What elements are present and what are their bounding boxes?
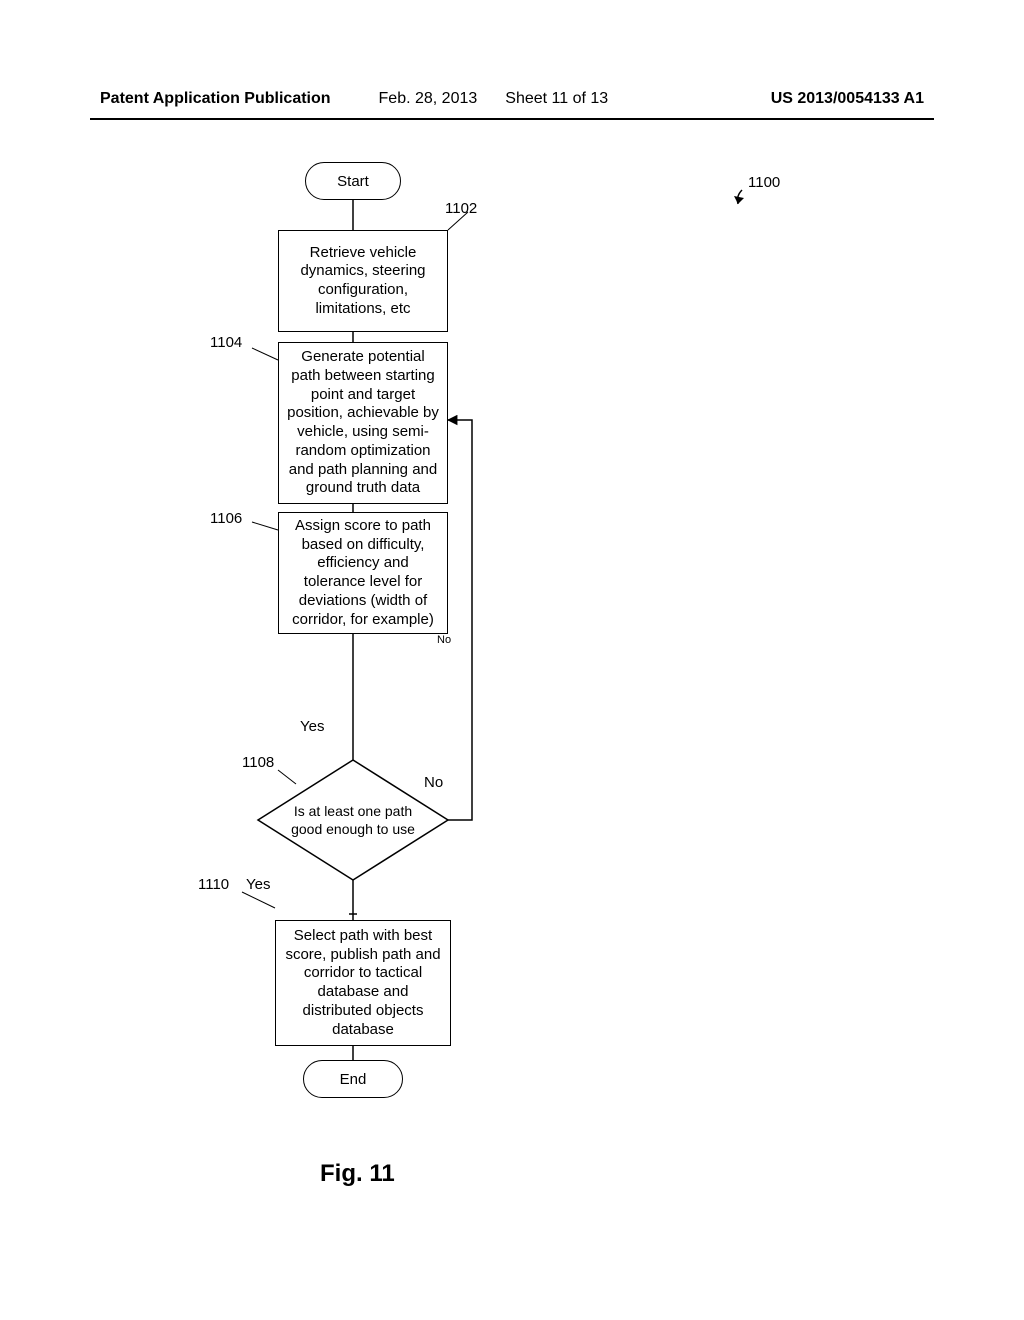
node-end: End bbox=[303, 1060, 403, 1098]
flowchart-canvas: Is at least one path good enough to use … bbox=[0, 0, 1024, 1320]
node-1104-text: Generate potential path between starting… bbox=[285, 348, 441, 498]
label-no-upper: No bbox=[437, 634, 451, 646]
node-1106: Assign score to path based on difficulty… bbox=[278, 512, 448, 634]
ref-1104: 1104 bbox=[210, 334, 242, 351]
node-1106-text: Assign score to path based on difficulty… bbox=[285, 517, 441, 630]
ref-1102: 1102 bbox=[445, 200, 477, 217]
figure-caption: Fig. 11 bbox=[320, 1160, 395, 1188]
node-1110-text: Select path with best score, publish pat… bbox=[282, 927, 444, 1040]
node-start-text: Start bbox=[337, 173, 369, 190]
label-no-right: No bbox=[424, 774, 443, 791]
node-1104: Generate potential path between starting… bbox=[278, 342, 448, 504]
node-start: Start bbox=[305, 162, 401, 200]
decision-text-line1: Is at least one path bbox=[294, 803, 412, 819]
ref-1106: 1106 bbox=[210, 510, 242, 527]
decision-text-line2: good enough to use bbox=[291, 821, 415, 837]
label-yes-upper: Yes bbox=[300, 718, 324, 735]
node-1102-text: Retrieve vehicle dynamics, steering conf… bbox=[285, 244, 441, 319]
flowchart-svg: Is at least one path good enough to use bbox=[0, 0, 1024, 1320]
ref-1100: 1100 bbox=[748, 174, 780, 191]
node-1102: Retrieve vehicle dynamics, steering conf… bbox=[278, 230, 448, 332]
node-end-text: End bbox=[340, 1071, 367, 1088]
node-1110: Select path with best score, publish pat… bbox=[275, 920, 451, 1046]
label-yes-lower: Yes bbox=[246, 876, 270, 893]
ref-1110: 1110 bbox=[198, 876, 229, 893]
ref-1108: 1108 bbox=[242, 754, 274, 771]
